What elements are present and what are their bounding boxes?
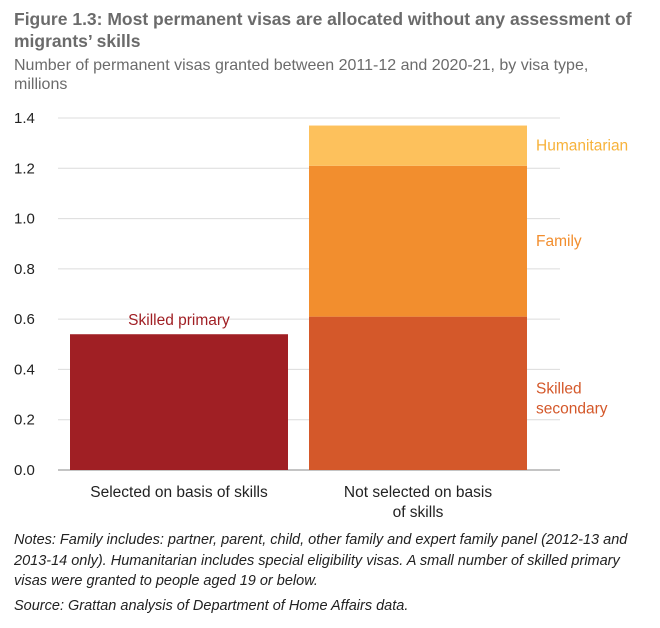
bar-segment-skilled-secondary <box>309 316 527 470</box>
figure-notes: Notes: Family includes: partner, parent,… <box>14 532 628 589</box>
segment-label: secondary <box>536 400 608 417</box>
y-tick-label: 1.4 <box>14 110 35 127</box>
y-tick-label: 0.8 <box>14 261 35 278</box>
y-tick-label: 0.6 <box>14 311 35 328</box>
y-tick-label: 0.0 <box>14 462 35 479</box>
bar-segment-skilled-primary <box>70 334 288 470</box>
segment-label: Skilled primary <box>128 312 230 329</box>
y-tick-label: 0.4 <box>14 361 35 378</box>
y-tick-label: 0.2 <box>14 412 35 429</box>
y-tick-label: 1.0 <box>14 211 35 228</box>
segment-label: Skilled <box>536 380 582 397</box>
x-category-label: Selected on basis of skills <box>90 484 268 501</box>
x-category-label: of skills <box>393 504 444 521</box>
bar-segment-family <box>309 165 527 317</box>
bars <box>70 125 527 470</box>
x-category-label: Not selected on basis <box>344 484 492 501</box>
bar-segment-humanitarian <box>309 125 527 166</box>
labels: 0.0 0.2 0.4 0.6 0.8 1.0 1.2 1.4 Skilled primary S… <box>14 110 628 521</box>
y-tick-label: 1.2 <box>14 160 35 177</box>
segment-label: Family <box>536 233 582 250</box>
label-background <box>141 311 217 330</box>
figure-source: Source: Grattan analysis of Department o… <box>14 598 409 614</box>
segment-label: Humanitarian <box>536 138 628 155</box>
figure-subtitle: Number of permanent visas granted betwee… <box>14 57 589 93</box>
figure-title: Figure 1.3: Most permanent visas are all… <box>14 9 632 51</box>
